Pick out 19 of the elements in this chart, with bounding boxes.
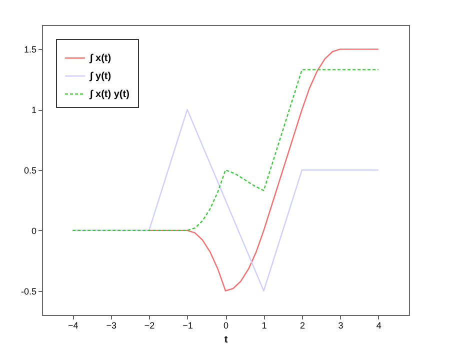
x-tick-label: −4 [68, 320, 78, 330]
x-tick-label: 1 [262, 320, 267, 330]
x-axis-title: t [224, 334, 228, 346]
y-tick-label: 0 [31, 226, 36, 236]
legend-label: ∫ y(t) [89, 71, 112, 82]
x-tick-label: −1 [182, 320, 193, 330]
line-series [72, 69, 380, 232]
x-tick-label: 2 [300, 320, 305, 330]
y-tick-label: 0.5 [24, 166, 36, 176]
x-tick-label: −3 [106, 320, 116, 330]
x-tick-label: −2 [144, 320, 155, 330]
y-tick-label: -0.5 [20, 286, 36, 296]
x-tick-label: 0 [223, 320, 229, 330]
x-tick-label: 4 [376, 320, 382, 330]
x-tick-label: 3 [338, 320, 344, 330]
legend-label: ∫ x(t) [89, 53, 112, 64]
y-tick-label: 1 [31, 105, 36, 116]
legend-label: ∫ x(t) y(t) [89, 89, 130, 100]
y-tick-label: 1.5 [24, 44, 36, 55]
